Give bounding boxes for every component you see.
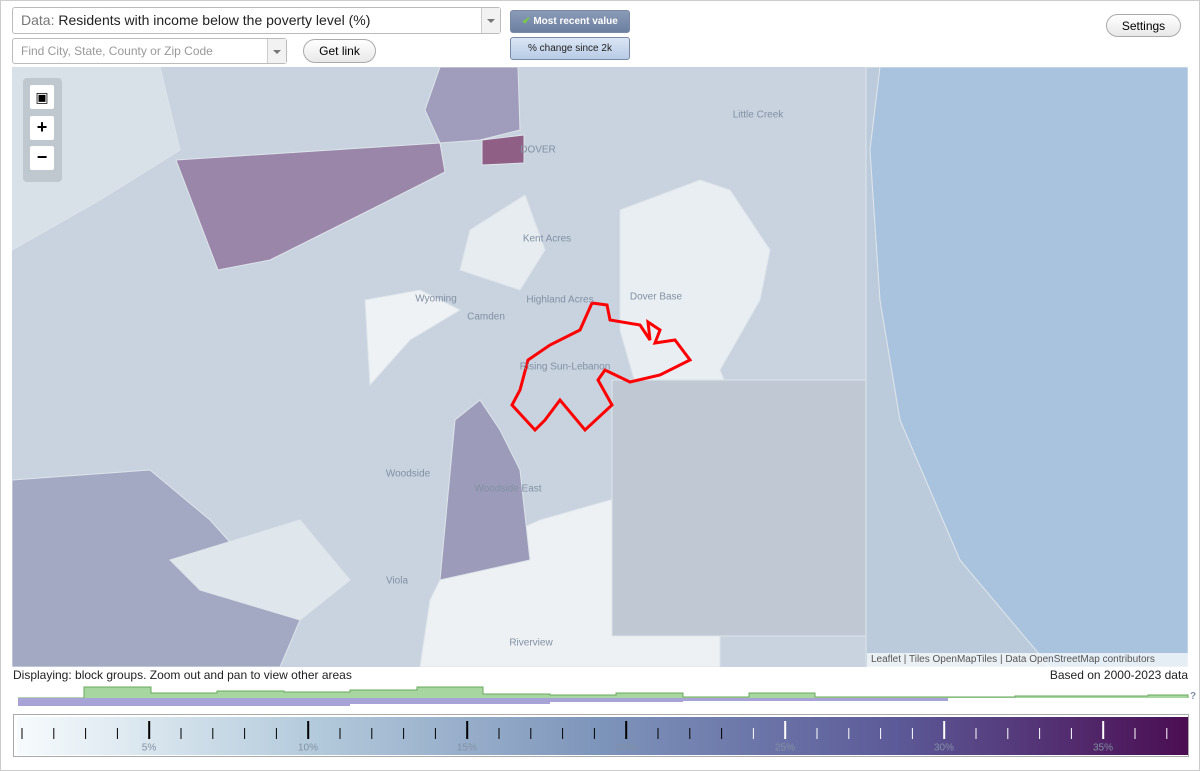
place-label: Dover Base <box>630 292 683 303</box>
search-placeholder: Find City, State, County or Zip Code <box>21 44 213 58</box>
zoom-control: ▣ + − <box>23 78 62 182</box>
unknown-label: ? <box>1190 691 1196 702</box>
selected-area-outline <box>510 301 693 433</box>
map-region <box>424 67 521 144</box>
map-region <box>169 519 351 621</box>
search-box[interactable]: Find City, State, County or Zip Code <box>12 38 287 64</box>
place-label: Kent Acres <box>523 234 571 245</box>
fullscreen-button[interactable]: ▣ <box>30 85 54 109</box>
legend-tick-label: 5% <box>142 743 157 754</box>
dropdown-prefix: Data: <box>21 12 55 28</box>
get-link-button[interactable]: Get link <box>303 39 376 63</box>
legend-tick-label: 25% <box>775 743 795 754</box>
legend-tick-label: 35% <box>1093 743 1113 754</box>
most-recent-label: Most recent value <box>533 16 618 27</box>
place-label: Camden <box>467 312 505 323</box>
zoom-out-button[interactable]: − <box>30 146 54 170</box>
place-label: Riverview <box>509 638 553 649</box>
map-region <box>364 289 462 387</box>
map-region <box>439 399 531 581</box>
map-region <box>459 194 546 291</box>
place-label: Highland Acres <box>526 295 593 306</box>
percent-change-toggle[interactable]: % change since 2k <box>510 37 630 60</box>
place-label: Viola <box>386 576 408 587</box>
legend-scale: 5% 10% 15% 20% 25% 30% 35% <box>17 717 1188 755</box>
based-on-text: Based on 2000-2023 data <box>1049 668 1188 682</box>
dropdown-value: Residents with income below the poverty … <box>58 12 371 28</box>
map-region <box>619 179 771 431</box>
legend-tick-label: 15% <box>457 743 477 754</box>
place-label: Woodside East <box>474 484 541 495</box>
place-label: Woodside <box>386 469 431 480</box>
map[interactable]: DOVER Little Creek Kent Acres Wyoming Highla… <box>12 67 1188 667</box>
legend-tick-label: 20% <box>616 743 636 754</box>
histogram: ? <box>18 686 1196 706</box>
attribution: Leaflet | Tiles OpenMapTiles | Data Open… <box>867 653 1188 667</box>
map-region <box>175 142 446 271</box>
map-region <box>611 379 867 637</box>
map-region <box>481 134 525 166</box>
legend-tick-label: 10% <box>298 743 318 754</box>
place-label: Wyoming <box>415 294 457 305</box>
settings-button[interactable]: Settings <box>1106 14 1181 37</box>
data-dropdown[interactable]: Data: Residents with income below the po… <box>12 7 501 34</box>
place-label: DOVER <box>520 145 556 156</box>
map-region <box>869 67 1188 667</box>
place-label: Little Creek <box>733 110 785 121</box>
place-label: Rising Sun-Lebanon <box>520 362 611 373</box>
legend-tick-label: 30% <box>934 743 954 754</box>
status-text: Displaying: block groups. Zoom out and p… <box>13 668 352 682</box>
legend: 5% 10% 15% 20% 25% 30% 35% <box>13 714 1189 757</box>
most-recent-toggle[interactable]: ✔ Most recent value <box>510 10 630 33</box>
zoom-in-button[interactable]: + <box>30 116 54 140</box>
